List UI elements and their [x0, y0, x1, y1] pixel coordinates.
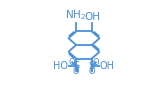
Text: HO: HO [53, 61, 68, 71]
Text: NH$_2$: NH$_2$ [65, 9, 86, 22]
Text: O: O [93, 58, 100, 67]
Text: OH: OH [100, 61, 115, 71]
Text: S: S [89, 61, 95, 71]
Text: O: O [73, 67, 79, 76]
Text: O: O [89, 67, 95, 76]
Text: O: O [68, 58, 75, 67]
Text: S: S [73, 61, 79, 71]
Text: OH: OH [84, 12, 100, 22]
